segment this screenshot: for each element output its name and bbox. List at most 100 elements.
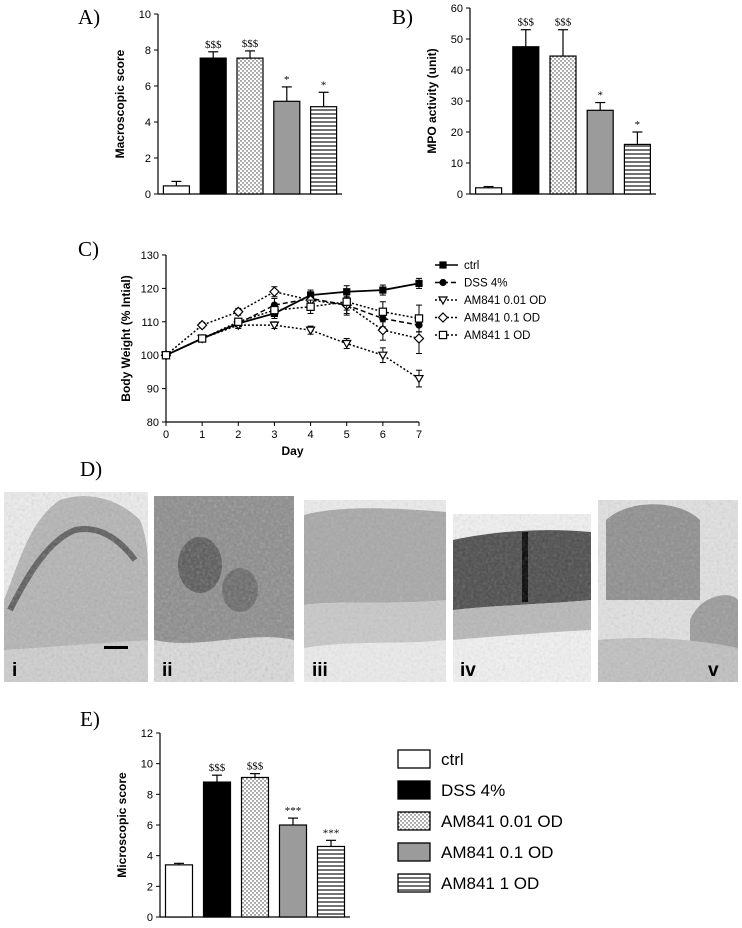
- data-point: [377, 324, 389, 336]
- data-point: [161, 351, 171, 360]
- significance-label: *: [635, 119, 641, 131]
- y-tick-label: 30: [451, 96, 463, 108]
- bar: [236, 57, 264, 195]
- y-tick-label: 80: [147, 417, 159, 429]
- data-point: [414, 314, 424, 323]
- y-tick-label: 0: [145, 189, 151, 201]
- bar: [199, 57, 227, 195]
- significance-label: *: [284, 74, 290, 86]
- bar: [316, 845, 346, 918]
- data-point: [234, 317, 243, 327]
- significance-label: $$$: [209, 762, 226, 774]
- series-line: [165, 282, 420, 357]
- micrograph-label-v: v: [708, 660, 719, 681]
- legend-label: AM841 0.01 OD: [441, 812, 563, 831]
- y-tick-label: 4: [145, 117, 151, 129]
- legend-label: AM841 1 OD: [441, 874, 539, 893]
- y-tick-label: 8: [145, 45, 151, 57]
- legend-marker: [437, 296, 449, 306]
- y-tick-label: 60: [451, 3, 463, 15]
- y-tick-label: 12: [141, 728, 153, 740]
- panel-label-b: B): [392, 5, 413, 29]
- series-line: [165, 324, 420, 380]
- legend-swatch: [397, 842, 431, 862]
- panel-label-a: A): [78, 5, 100, 29]
- bar: [512, 46, 540, 195]
- bar: [164, 864, 194, 918]
- x-tick-label: 1: [199, 429, 205, 441]
- series-line: [165, 290, 420, 356]
- micrograph-iv: iv: [453, 514, 591, 682]
- legend-label: ctrl: [441, 750, 464, 769]
- bar: [475, 187, 503, 195]
- body-weight-chart: 80 90 100 110 120 130 0 1 2 3 4 5 6 7 Day Body Weight (…: [119, 250, 546, 458]
- bar: [586, 109, 614, 195]
- y-tick-label: 40: [451, 65, 463, 77]
- y-axis-label: MPO activity (unit): [425, 48, 439, 153]
- micrograph-label-ii: ii: [162, 660, 173, 681]
- legend-swatch: [397, 780, 431, 800]
- legend-swatch: [397, 873, 431, 893]
- series-am841-0-1-od: [160, 286, 425, 361]
- data-point: [196, 319, 208, 331]
- legend-label: DSS 4%: [441, 781, 505, 800]
- legend-swatch: [397, 749, 431, 769]
- y-tick-label: 0: [457, 189, 463, 201]
- legend-label: AM841 1 OD: [464, 330, 530, 342]
- micrograph-v: v: [598, 500, 738, 682]
- data-point: [377, 351, 388, 361]
- bar: [162, 185, 190, 195]
- micrograph-ii: ii: [154, 496, 294, 682]
- significance-label: *: [321, 79, 327, 91]
- micrograph-i: i: [4, 492, 148, 682]
- bar: [310, 106, 338, 195]
- significance-label: ***: [285, 805, 302, 817]
- data-point: [415, 279, 423, 287]
- y-tick-label: 100: [141, 350, 159, 362]
- data-point: [342, 297, 351, 306]
- legend-marker: [439, 278, 447, 287]
- y-tick-label: 2: [147, 881, 153, 893]
- y-tick-label: 10: [139, 9, 151, 21]
- bar: [278, 824, 308, 918]
- y-tick-label: 110: [141, 317, 159, 329]
- micrograph-label-i: i: [12, 660, 17, 681]
- x-tick-label: 7: [416, 429, 422, 441]
- data-point: [343, 288, 351, 296]
- scale-bar: [104, 646, 128, 649]
- x-tick-label: 4: [308, 429, 314, 441]
- micrograph-label-iii: iii: [312, 660, 328, 681]
- y-tick-label: 10: [451, 158, 463, 170]
- y-tick-label: 130: [141, 250, 159, 262]
- y-tick-label: 0: [147, 912, 153, 924]
- micrograph-iii: iii: [304, 500, 446, 682]
- data-point: [305, 326, 316, 336]
- data-point: [413, 374, 425, 384]
- bar: [549, 55, 577, 195]
- y-tick-label: 6: [145, 81, 151, 93]
- significance-label: $$$: [555, 17, 572, 29]
- data-point: [379, 286, 387, 294]
- mpo-activity-chart: 0 10 20 30 40 50 60 MPO activity (unit) $$$ $$$ * *: [425, 3, 656, 201]
- significance-label: *: [597, 90, 603, 102]
- y-tick-label: 2: [145, 153, 151, 165]
- significance-label: $$$: [518, 17, 535, 29]
- legend-swatch: [397, 811, 431, 831]
- y-tick-label: 4: [147, 851, 153, 863]
- histology-micrographs: i ii iii iv: [4, 492, 738, 682]
- y-tick-label: 6: [147, 820, 153, 832]
- legend-label: AM841 0.1 OD: [441, 843, 553, 862]
- legend-marker: [438, 330, 448, 340]
- data-point: [197, 334, 207, 343]
- microscopic-score-chart: 0 2 4 6 8 10 12 Microscopic score $$$ $$$ *** ***: [115, 728, 350, 924]
- x-tick-label: 0: [163, 429, 169, 441]
- panel-label-c: C): [78, 237, 99, 261]
- x-tick-label: 3: [271, 429, 277, 441]
- series-line: [165, 300, 420, 356]
- bar: [202, 781, 232, 918]
- series-line: [165, 297, 420, 356]
- significance-label: $$$: [205, 39, 222, 51]
- y-tick-label: 120: [141, 283, 159, 295]
- micrograph-label-iv: iv: [460, 660, 476, 681]
